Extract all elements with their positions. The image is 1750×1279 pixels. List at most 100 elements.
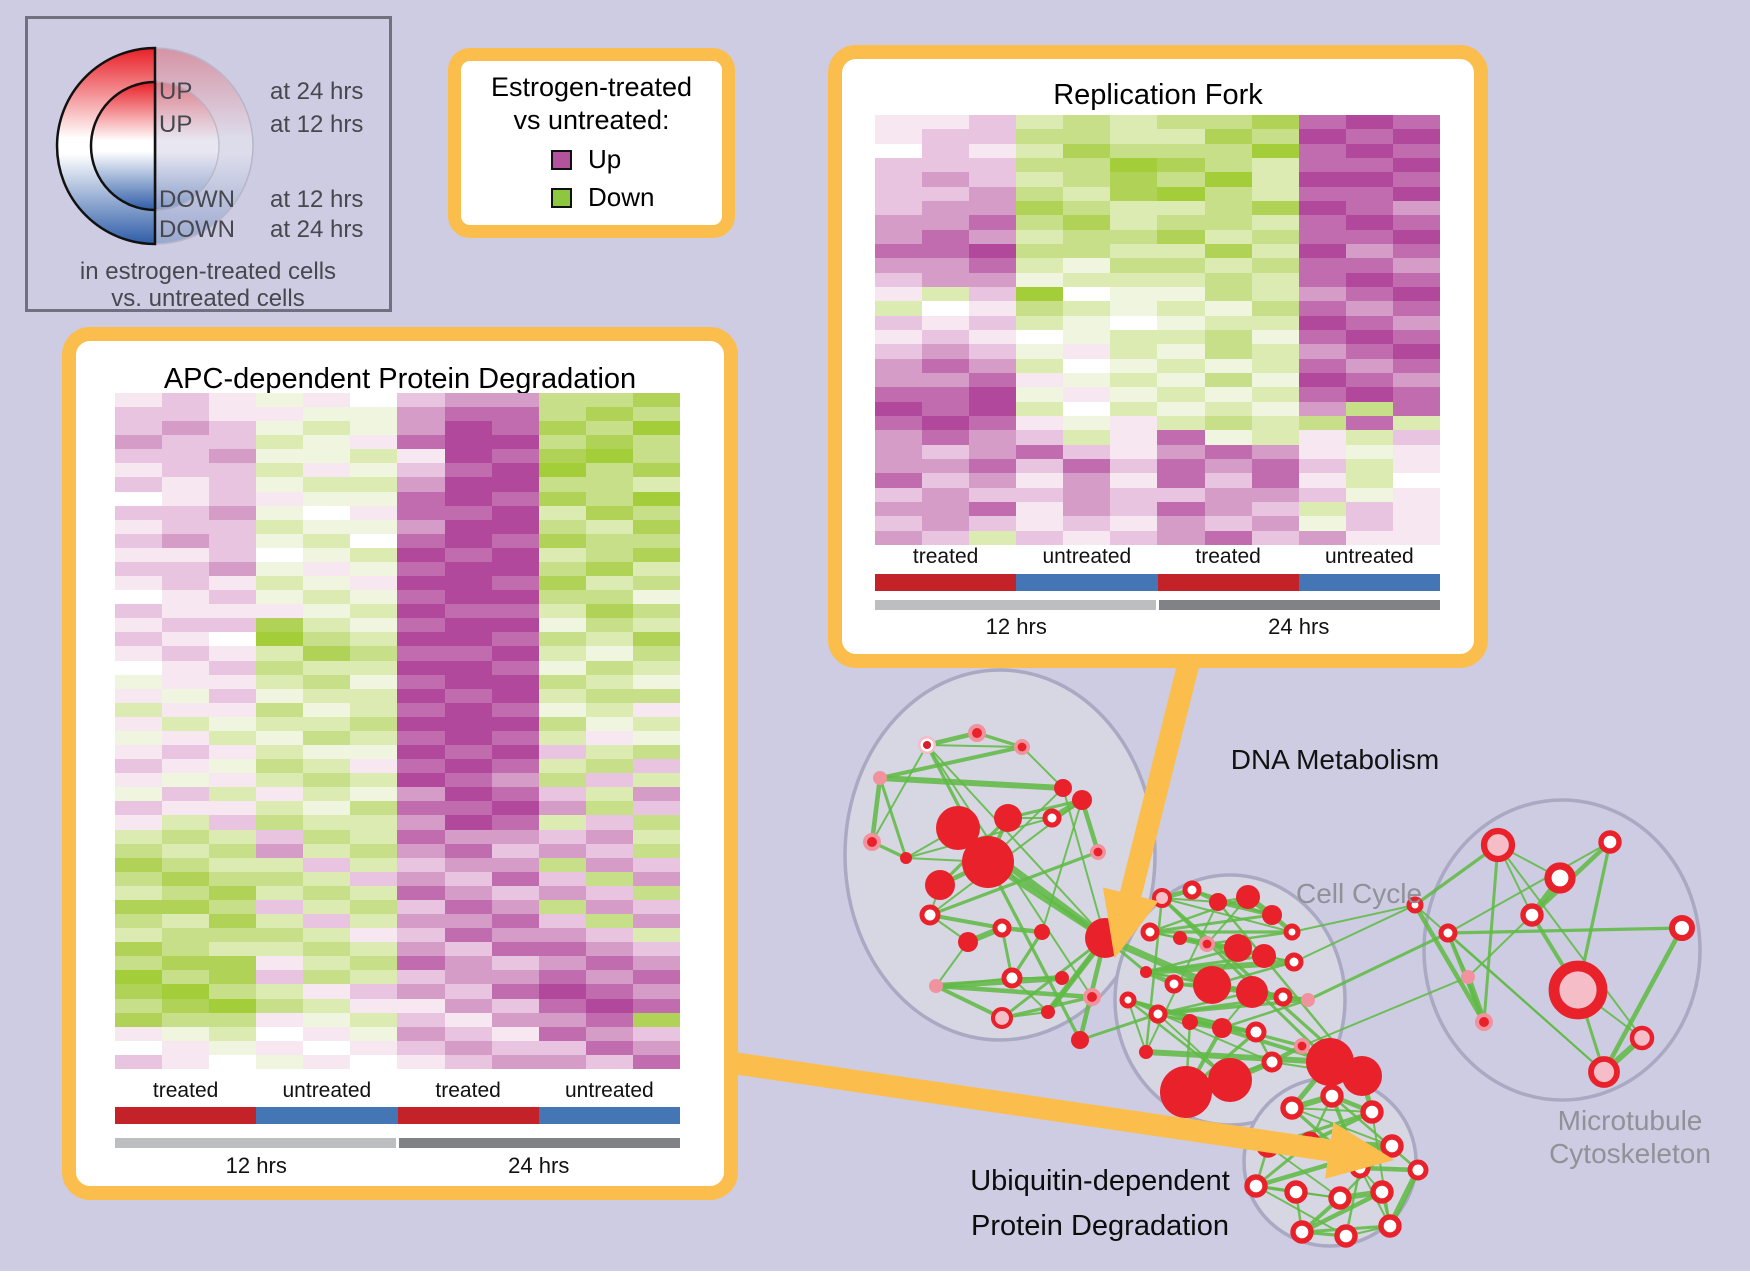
network-node	[1548, 960, 1608, 1020]
heatmap-cell	[969, 501, 1017, 517]
heatmap-cell	[115, 604, 163, 619]
heatmap-cell	[350, 618, 398, 633]
apc-treated-untreated-bar	[115, 1107, 680, 1124]
heatmap-cell	[303, 928, 351, 943]
heatmap-cell	[256, 716, 304, 731]
heatmap-cell	[1157, 372, 1205, 388]
heatmap-cell	[922, 229, 970, 244]
heatmap-cell	[1016, 415, 1064, 431]
heatmap-cell	[1063, 473, 1111, 488]
network-node	[1378, 1214, 1402, 1238]
heatmap-cell	[875, 229, 923, 244]
microtubule-label-line1: Microtubule	[1557, 1105, 1703, 1136]
up-12-dir: UP	[159, 111, 192, 138]
heatmap-cell	[115, 576, 163, 591]
heatmap-cell	[922, 258, 970, 273]
network-node	[1139, 1045, 1153, 1059]
heatmap-cell	[585, 477, 633, 492]
heatmap-cell	[209, 843, 257, 858]
group-label: treated	[912, 545, 979, 568]
heatmap-cell	[1157, 286, 1205, 302]
heatmap-cell	[585, 871, 633, 886]
heatmap-cell	[350, 576, 398, 591]
heatmap-cell	[1251, 157, 1299, 173]
heatmap-cell	[1016, 172, 1064, 187]
network-edge	[878, 776, 908, 860]
heatmap-cell	[1204, 243, 1252, 259]
heatmap-cell	[1204, 444, 1252, 459]
heatmap-cell	[1204, 458, 1252, 474]
heatmap-cell	[875, 200, 923, 216]
network-node	[1407, 1159, 1429, 1181]
heatmap-cell	[256, 505, 304, 520]
heatmap-cell	[491, 928, 539, 943]
heatmap-cell	[1204, 215, 1252, 230]
time-bar-segment	[1159, 600, 1440, 610]
time-bar-segment	[399, 1138, 680, 1148]
heatmap-cell	[491, 956, 539, 971]
heatmap-cell	[1063, 157, 1111, 173]
heatmap-cell	[162, 674, 210, 689]
heatmap-cell	[303, 463, 351, 478]
heatmap-cell	[632, 632, 680, 647]
heatmap-cell	[1251, 315, 1299, 330]
heatmap-cell	[397, 1054, 445, 1069]
heatmap-cell	[632, 956, 680, 971]
network-edge	[1220, 998, 1310, 1030]
heatmap-cell	[969, 329, 1017, 345]
heatmap-cell	[256, 463, 304, 478]
network-node	[1041, 1005, 1055, 1019]
group-label: untreated	[565, 1079, 654, 1102]
heatmap-cell	[969, 215, 1017, 230]
heatmap-cell	[209, 407, 257, 422]
heatmap-cell	[162, 547, 210, 562]
heatmap-cell	[875, 387, 923, 402]
heatmap-cell	[1392, 344, 1440, 359]
heatmap-cell	[209, 547, 257, 562]
heatmap-cell	[491, 421, 539, 436]
heatmap-cell	[1063, 115, 1111, 130]
down-12-time: at 12 hrs	[270, 186, 363, 213]
heatmap-cell	[1110, 401, 1158, 416]
heatmap-cell	[397, 773, 445, 788]
heatmap-cell	[1063, 229, 1111, 244]
heatmap-cell	[875, 487, 923, 502]
heatmap-cell	[162, 942, 210, 957]
heatmap-cell	[1157, 157, 1205, 173]
down-color-swatch	[551, 187, 572, 208]
heatmap-cell	[969, 157, 1017, 173]
network-node	[1284, 1180, 1308, 1204]
heatmap-cell	[350, 914, 398, 929]
heatmap-cell	[209, 421, 257, 436]
heatmap-cell	[1016, 344, 1064, 359]
heatmap-cell	[1345, 329, 1393, 345]
heatmap-cell	[209, 928, 257, 943]
heatmap-cell	[1345, 115, 1393, 130]
heatmap-cell	[209, 1040, 257, 1055]
heatmap-cell	[1110, 186, 1158, 201]
heatmap-cell	[1392, 415, 1440, 431]
heatmap-cell	[303, 660, 351, 675]
heatmap-cell	[538, 942, 586, 957]
heatmap-cell	[585, 843, 633, 858]
heatmap-cell	[1345, 401, 1393, 416]
heatmap-cell	[115, 956, 163, 971]
heatmap-cell	[1110, 115, 1158, 130]
heatmap-cell	[875, 444, 923, 459]
heatmap-cell	[162, 393, 210, 408]
heatmap-cell	[1016, 487, 1064, 502]
heatmap-cell	[491, 773, 539, 788]
heatmap-cell	[209, 561, 257, 577]
heatmap-cell	[1063, 258, 1111, 273]
heatmap-cell	[1157, 458, 1205, 474]
heatmap-cell	[1110, 172, 1158, 187]
heatmap-cell	[397, 660, 445, 675]
heatmap-cell	[115, 618, 163, 633]
heatmap-cell	[1204, 372, 1252, 388]
heatmap-cell	[1063, 215, 1111, 230]
heatmap-cell	[1063, 301, 1111, 316]
heatmap-cell	[922, 415, 970, 431]
heatmap-cell	[350, 730, 398, 746]
heatmap-cell	[585, 590, 633, 605]
heatmap-cell	[1251, 115, 1299, 130]
